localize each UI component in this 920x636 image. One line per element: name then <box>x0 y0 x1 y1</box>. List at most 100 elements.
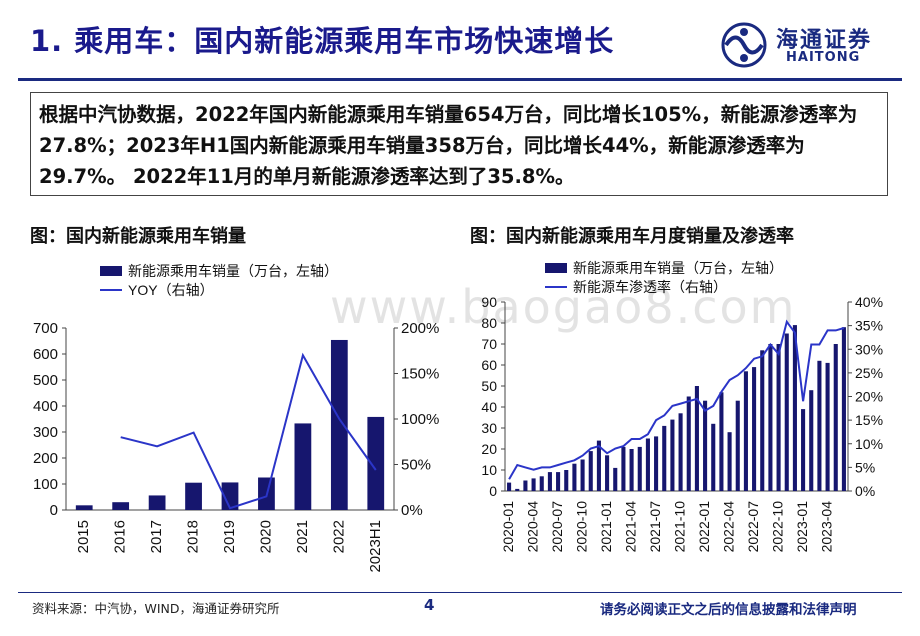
left-axis-tick-label: 80 <box>481 315 497 331</box>
left-axis-tick-label: 600 <box>33 346 58 363</box>
watermark: www.baogao8.com <box>330 280 797 334</box>
left-axis-tick-label: 10 <box>481 462 497 478</box>
bar <box>613 467 618 491</box>
legend-bar-label: 新能源乘用车销量（万台，左轴） <box>128 263 338 279</box>
right-axis-tick-label: 20% <box>855 389 883 405</box>
bar <box>801 409 806 491</box>
left-axis-tick-label: 100 <box>33 476 58 493</box>
bar <box>752 367 757 491</box>
bar <box>580 459 585 491</box>
bar <box>678 413 683 491</box>
bar <box>112 502 130 510</box>
bar <box>735 400 740 491</box>
x-axis-tick-label: 2018 <box>185 520 202 553</box>
left-axis-tick-label: 20 <box>481 441 497 457</box>
header-divider <box>18 78 902 81</box>
left-axis-tick-label: 700 <box>33 320 58 337</box>
legend-line-label: 新能源车渗透率（右轴） <box>573 279 727 295</box>
x-axis-tick-label: 2020 <box>257 520 274 553</box>
bar <box>572 463 577 491</box>
bar <box>294 423 312 510</box>
right-axis-tick-label: 10% <box>855 436 883 452</box>
bar <box>367 416 385 510</box>
bar <box>686 396 691 491</box>
legend-bar-label: 新能源乘用车销量（万台，左轴） <box>573 260 783 276</box>
bar <box>523 480 528 491</box>
logo-emblem-icon <box>721 22 767 68</box>
bar <box>564 470 569 491</box>
left-axis-tick-label: 0 <box>489 483 497 499</box>
bar <box>825 362 830 491</box>
bar <box>841 327 846 491</box>
logo-english-text: HAITONG <box>786 50 861 65</box>
bar <box>637 446 642 491</box>
x-axis-tick-label: 2022-10 <box>770 501 786 553</box>
right-axis-tick-label: 40% <box>855 294 883 310</box>
yoy-line <box>508 319 845 480</box>
bar <box>809 390 814 491</box>
legend-line-label: YOY（右轴） <box>128 282 214 298</box>
summary-box: 根据中汽协数据，2022年国内新能源乘用车销量654万台，同比增长105%，新能… <box>30 92 888 196</box>
bar <box>833 344 838 491</box>
left-axis-tick-label: 40 <box>481 399 497 415</box>
x-axis-tick-label: 2019 <box>221 520 238 553</box>
right-axis-tick-label: 5% <box>855 459 875 475</box>
x-axis-tick-label: 2023-04 <box>819 501 835 553</box>
left-axis-tick-label: 70 <box>481 336 497 352</box>
right-axis-tick-label: 25% <box>855 365 883 381</box>
left-axis-tick-label: 50 <box>481 378 497 394</box>
bar <box>596 440 601 491</box>
bar <box>547 472 552 491</box>
bar <box>515 488 520 491</box>
bar <box>743 371 748 491</box>
x-axis-tick-label: 2020-04 <box>525 501 541 553</box>
right-axis-tick-label: 50% <box>401 457 431 474</box>
x-axis-tick-label: 2021-01 <box>598 501 614 553</box>
right-axis-tick-label: 15% <box>855 412 883 428</box>
left-axis-tick-label: 400 <box>33 398 58 415</box>
bar <box>694 386 699 491</box>
x-axis-tick-label: 2020-07 <box>549 501 565 553</box>
bar <box>330 339 348 510</box>
x-axis-tick-label: 2020-01 <box>500 501 516 553</box>
left-axis-tick-label: 500 <box>33 372 58 389</box>
left-axis-tick-label: 30 <box>481 420 497 436</box>
right-axis-tick-label: 150% <box>401 366 439 383</box>
bar <box>221 482 239 510</box>
bar <box>531 478 536 491</box>
x-axis-tick-label: 2022-07 <box>745 501 761 553</box>
x-axis-tick-label: 2023H1 <box>367 520 384 573</box>
bar <box>727 432 732 491</box>
bar <box>621 446 626 491</box>
x-axis-tick-label: 2020-10 <box>574 501 590 553</box>
right-axis-tick-label: 30% <box>855 341 883 357</box>
bar <box>654 436 659 491</box>
left-axis-tick-label: 0 <box>50 502 58 519</box>
bar <box>629 449 634 491</box>
right-axis-tick-label: 35% <box>855 318 883 334</box>
source-note: 资料来源：中汽协，WIND，海通证券研究所 <box>32 601 280 616</box>
bar <box>792 325 797 491</box>
page-title: 1. 乘用车：国内新能源乘用车市场快速增长 <box>30 24 615 58</box>
x-axis-tick-label: 2017 <box>148 520 165 553</box>
x-axis-tick-label: 2021-07 <box>647 501 663 553</box>
company-logo: 海通证券 HAITONG <box>718 20 888 70</box>
legend-bar-swatch <box>100 266 122 276</box>
right-chart-caption: 图：国内新能源乘用车月度销量及渗透率 <box>470 226 794 247</box>
right-axis-tick-label: 200% <box>401 320 439 337</box>
x-axis-tick-label: 2022-01 <box>696 501 712 553</box>
bar <box>719 392 724 491</box>
annual-sales-chart: 0 100 200 300 400 500 600 700 0% 50% 100% 150% 200% 2… <box>33 263 439 573</box>
right-axis-tick-label: 100% <box>401 411 439 428</box>
x-axis-tick-label: 2023-01 <box>794 501 810 553</box>
bar <box>507 482 512 491</box>
x-axis-tick-label: 2016 <box>112 520 129 553</box>
bar <box>662 425 667 491</box>
x-axis-tick-label: 2021-10 <box>672 501 688 553</box>
right-axis-tick-label: 0% <box>401 502 423 519</box>
x-axis-tick-label: 2015 <box>75 520 92 553</box>
bar <box>760 350 765 491</box>
x-axis-tick-label: 2022-04 <box>721 501 737 553</box>
left-axis-tick-label: 300 <box>33 424 58 441</box>
legend-bar-swatch <box>545 263 567 273</box>
